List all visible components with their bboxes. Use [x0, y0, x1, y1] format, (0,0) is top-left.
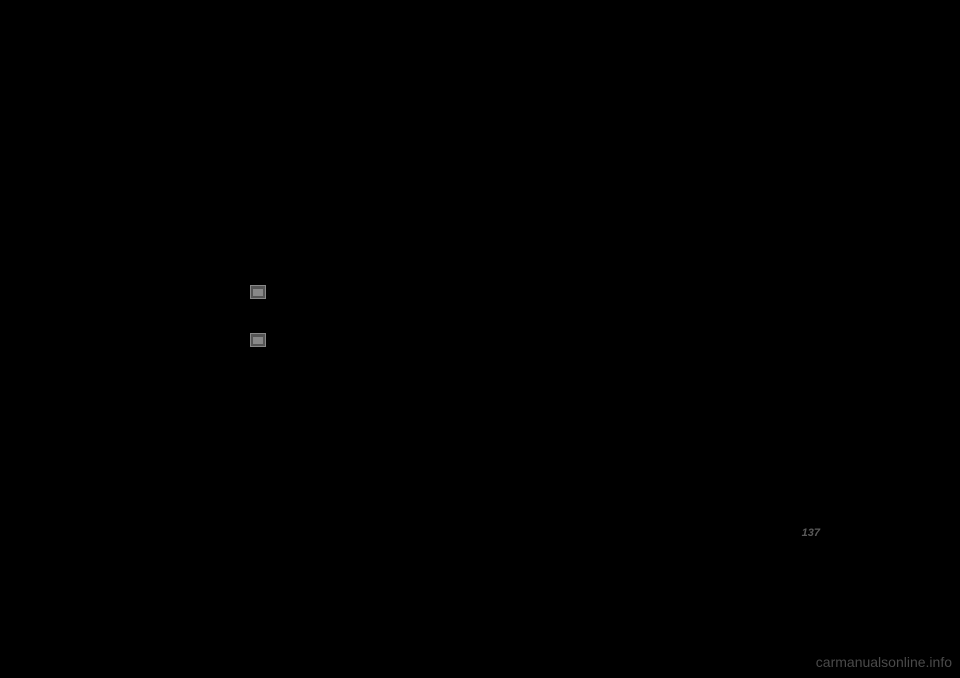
watermark-text: carmanualsonline.info [816, 654, 952, 670]
page-number: 137 [802, 527, 820, 539]
battery-icon [250, 333, 266, 347]
battery-icon [250, 285, 266, 299]
